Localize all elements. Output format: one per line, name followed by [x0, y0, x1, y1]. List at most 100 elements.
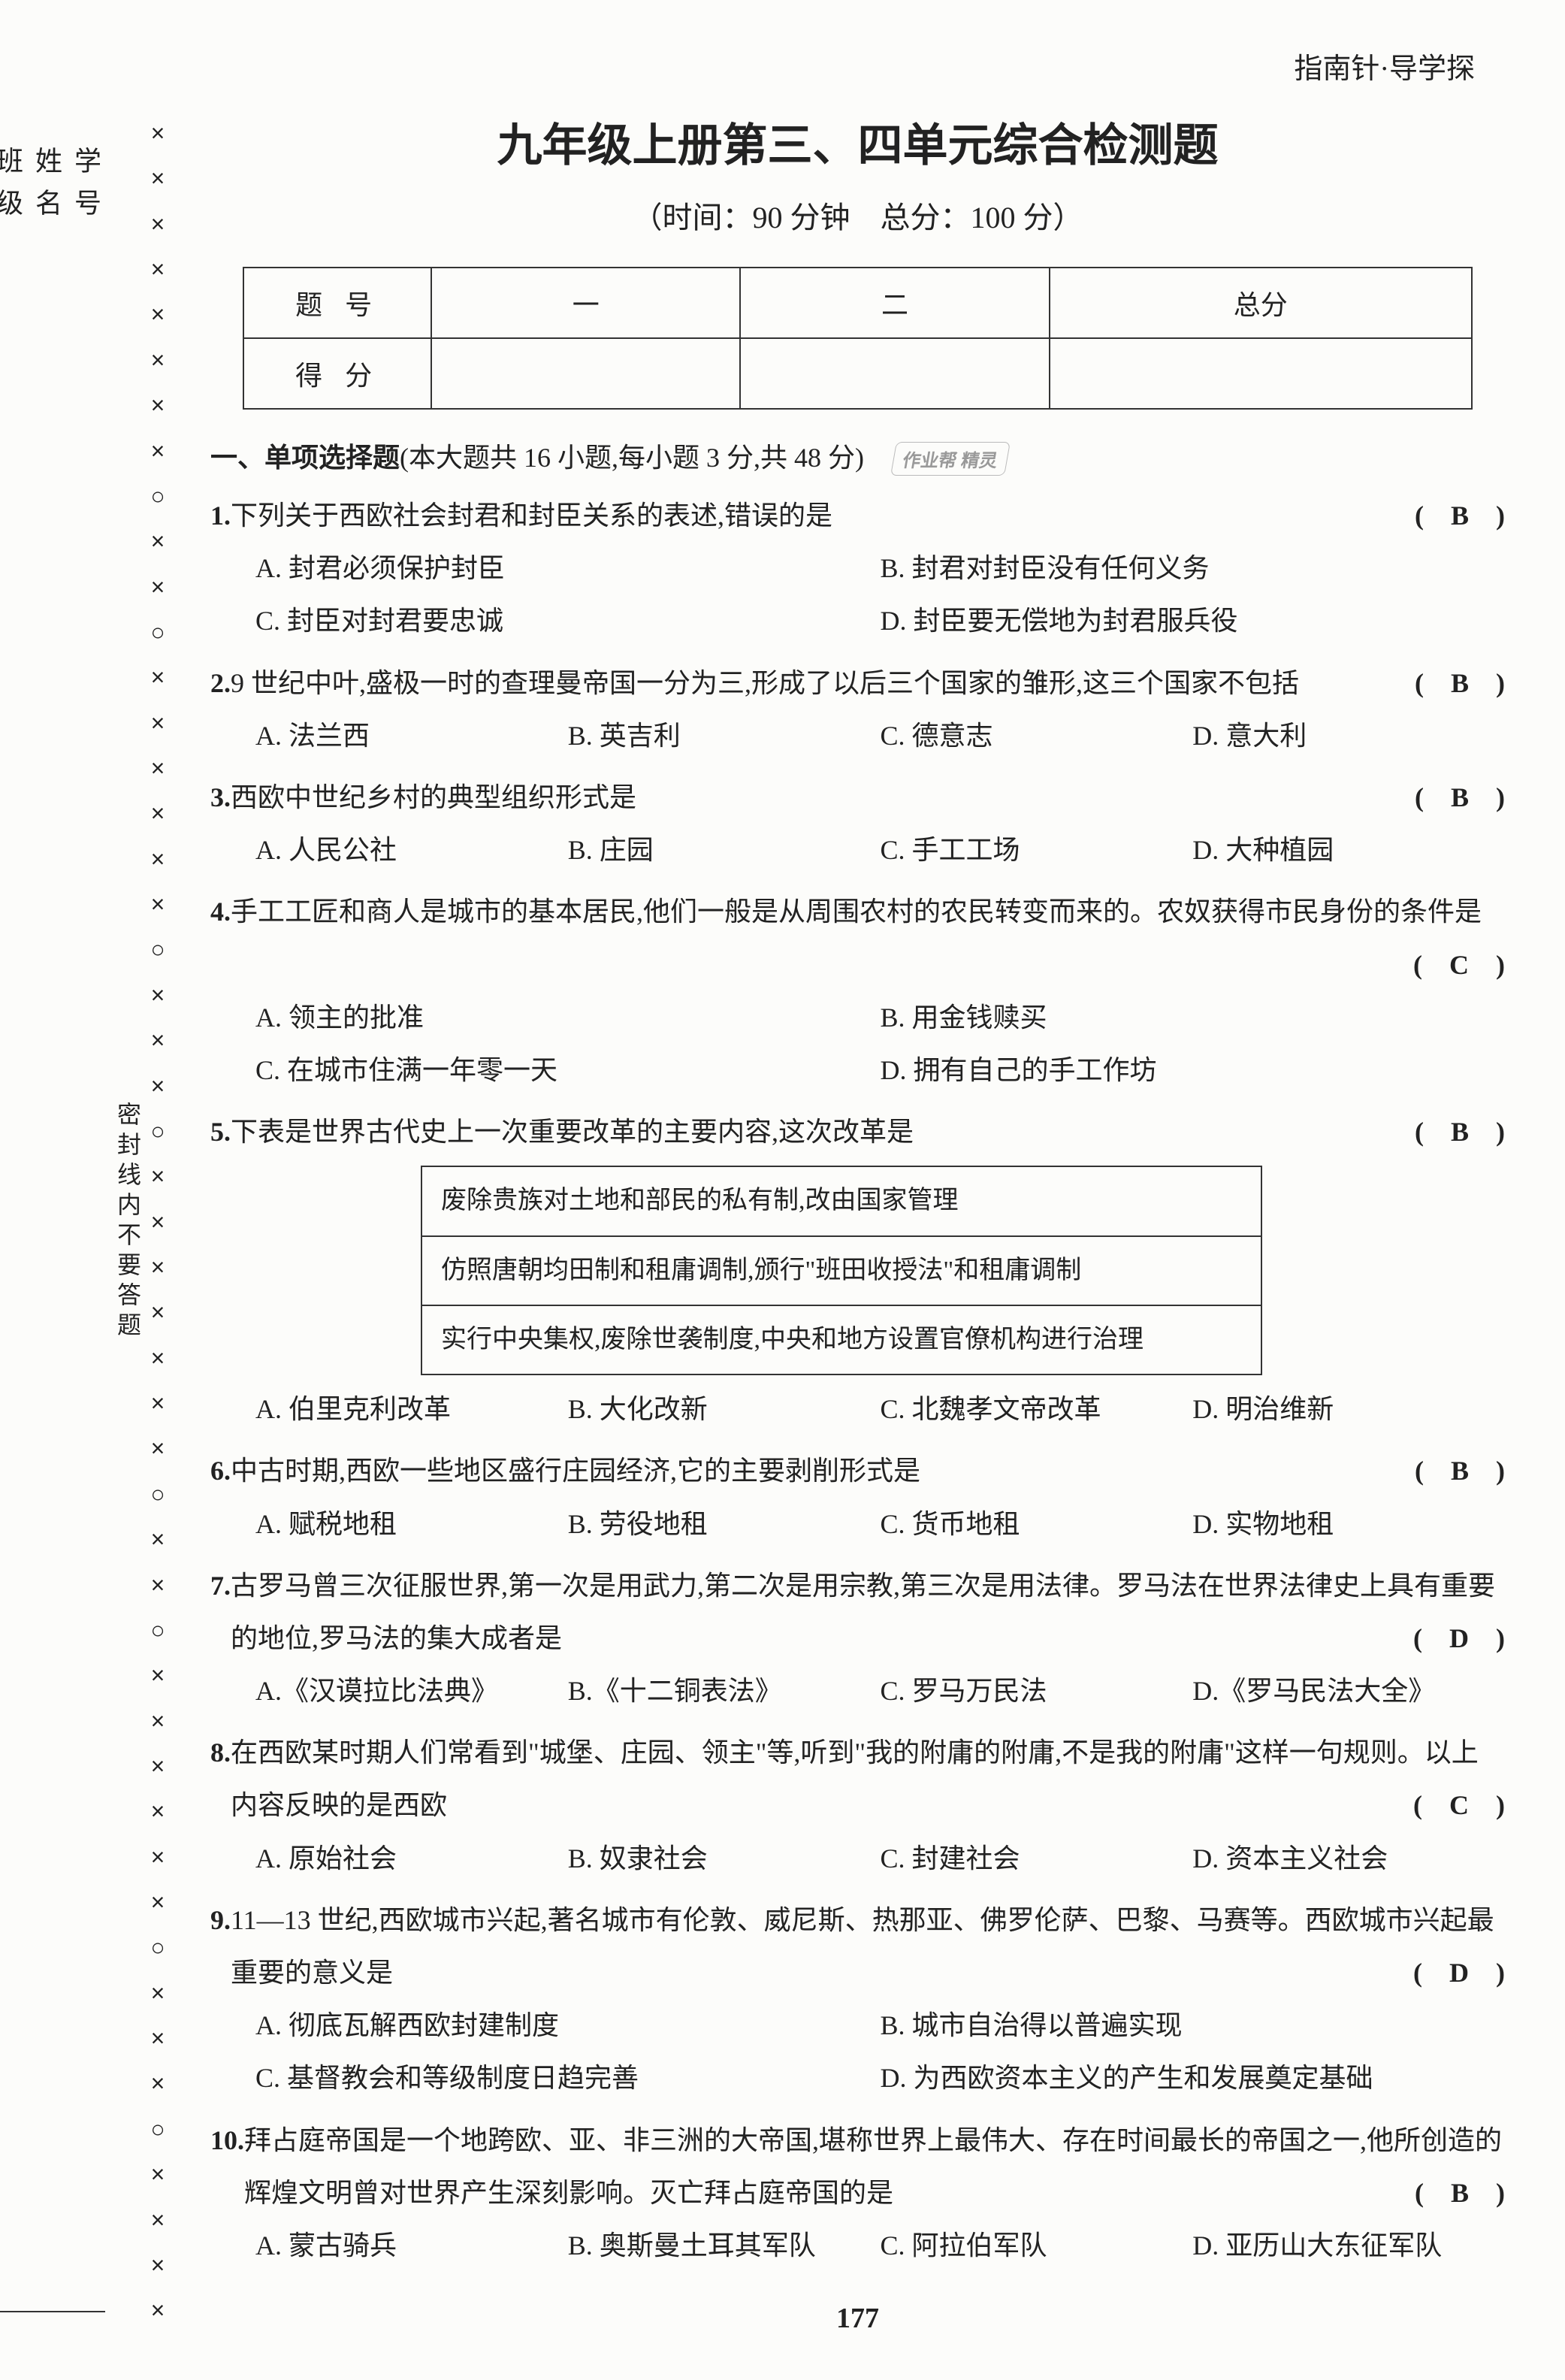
- options-row: A. 蒙古骑兵B. 奥斯曼土耳其军队C. 阿拉伯军队D. 亚历山大东征军队: [210, 2219, 1505, 2272]
- question-text: 西欧中世纪乡村的典型组织形式是( B ): [231, 771, 1505, 824]
- seal-mark: ×: [151, 298, 165, 331]
- question-stem: 3. 西欧中世纪乡村的典型组织形式是( B ): [210, 771, 1505, 824]
- questions-container: 1. 下列关于西欧社会封君和封臣关系的表述,错误的是( B )A. 封君必须保护…: [210, 489, 1505, 2272]
- question-block: 5. 下表是世界古代史上一次重要改革的主要内容,这次改革是( B ) 废除贵族对土…: [210, 1105, 1505, 1435]
- option: B. 奥斯曼土耳其军队: [568, 2219, 881, 2272]
- seal-mark: ×: [151, 1749, 165, 1783]
- question-text: 下表是世界古代史上一次重要改革的主要内容,这次改革是( B ): [231, 1105, 1505, 1158]
- options-row: A. 领主的批准B. 用金钱赎买C. 在城市住满一年零一天D. 拥有自己的手工作…: [210, 991, 1505, 1096]
- question-stem: 1. 下列关于西欧社会封君和封臣关系的表述,错误的是( B ): [210, 489, 1505, 542]
- question-number: 3.: [210, 771, 231, 824]
- table-cell: 实行中央集权,废除世袭制度,中央和地方设置官僚机构进行治理: [421, 1305, 1261, 1374]
- option: A. 原始社会: [255, 1832, 568, 1885]
- seal-mark: ×: [151, 1341, 165, 1375]
- exam-sidebar: 学号 姓名 班级 学校 密封线内不要答题 ××××××××○××○××××××○…: [60, 109, 173, 2335]
- table-row: 废除贵族对土地和部民的私有制,改由国家管理: [421, 1166, 1261, 1235]
- header-cell: 题号: [243, 268, 431, 338]
- table-row: 题号 一 二 总分: [243, 268, 1472, 338]
- question-stem: 6. 中古时期,西欧一些地区盛行庄园经济,它的主要剥削形式是( B ): [210, 1444, 1505, 1497]
- page-number: 177: [210, 2302, 1505, 2335]
- answer-blank: ( B ): [1415, 657, 1505, 709]
- question-number: 6.: [210, 1444, 231, 1497]
- seal-line-note: 密封线内不要答题: [113, 109, 143, 2335]
- option: D. 意大利: [1192, 709, 1505, 762]
- seal-mark: ○: [150, 479, 165, 513]
- question-stem: 4. 手工工匠和商人是城市的基本居民,他们一般是从周围农村的农民转变而来的。农奴…: [210, 885, 1505, 990]
- field-class: 班级: [0, 132, 27, 2312]
- question-stem: 8. 在西欧某时期人们常看到"城堡、庄园、领主"等,听到"我的附庸的附庸,不是我…: [210, 1726, 1505, 1831]
- answer-blank: ( D ): [1413, 1946, 1505, 1999]
- option: C. 北魏孝文帝改革: [881, 1383, 1193, 1435]
- options-row: A. 彻底瓦解西欧封建制度B. 城市自治得以普遍实现C. 基督教会和等级制度日趋…: [210, 1999, 1505, 2104]
- question-number: 5.: [210, 1105, 231, 1158]
- option: A. 彻底瓦解西欧封建制度: [255, 1999, 881, 2052]
- question-block: 7. 古罗马曾三次征服世界,第一次是用武力,第二次是用宗教,第三次是用法律。罗马…: [210, 1559, 1505, 1718]
- option: B. 奴隶社会: [568, 1832, 881, 1885]
- answer-blank: ( D ): [1413, 1612, 1505, 1665]
- answer-blank: ( B ): [1415, 1105, 1505, 1158]
- answer-blank: ( B ): [1415, 1444, 1505, 1497]
- seal-mark: ×: [151, 1568, 165, 1602]
- seal-mark: ×: [151, 1659, 165, 1692]
- seal-mark: ×: [151, 434, 165, 468]
- question-stem: 2. 9 世纪中叶,盛极一时的查理曼帝国一分为三,形成了以后三个国家的雏形,这三…: [210, 657, 1505, 709]
- options-row: A. 赋税地租B. 劳役地租C. 货币地租D. 实物地租: [210, 1498, 1505, 1550]
- seal-mark: ×: [151, 797, 165, 830]
- seal-mark: ×: [151, 978, 165, 1012]
- option: A.《汉谟拉比法典》: [255, 1665, 568, 1717]
- option: D. 大种植园: [1192, 824, 1505, 876]
- question-text: 在西欧某时期人们常看到"城堡、庄园、领主"等,听到"我的附庸的附庸,不是我的附庸…: [231, 1726, 1505, 1831]
- question-block: 2. 9 世纪中叶,盛极一时的查理曼帝国一分为三,形成了以后三个国家的雏形,这三…: [210, 657, 1505, 762]
- seal-mark: ×: [151, 525, 165, 558]
- question-block: 6. 中古时期,西欧一些地区盛行庄园经济,它的主要剥削形式是( B )A. 赋税…: [210, 1444, 1505, 1550]
- exam-title: 九年级上册第三、四单元综合检测题: [210, 109, 1505, 174]
- option: A. 伯里克利改革: [255, 1383, 568, 1435]
- question-text: 古罗马曾三次征服世界,第一次是用武力,第二次是用宗教,第三次是用法律。罗马法在世…: [231, 1559, 1505, 1665]
- seal-mark: ×: [151, 1976, 165, 2010]
- section-header: 一、单项选择题(本大题共 16 小题,每小题 3 分,共 48 分) 作业帮 精…: [210, 436, 1505, 476]
- answer-blank: ( C ): [1413, 1779, 1505, 1831]
- score-cell: [1050, 338, 1472, 409]
- option: D.《罗马民法大全》: [1192, 1665, 1505, 1717]
- question-text: 下列关于西欧社会封君和封臣关系的表述,错误的是( B ): [231, 489, 1505, 542]
- option: D. 明治维新: [1192, 1383, 1505, 1435]
- option: A. 封君必须保护封臣: [255, 542, 881, 594]
- question-number: 9.: [210, 1894, 231, 1946]
- question-block: 4. 手工工匠和商人是城市的基本居民,他们一般是从周围农村的农民转变而来的。农奴…: [210, 885, 1505, 1096]
- table-cell: 仿照唐朝均田制和租庸调制,颁行"班田收授法"和租庸调制: [421, 1236, 1261, 1305]
- question-stem: 9. 11—13 世纪,西欧城市兴起,著名城市有伦敦、威尼斯、热那亚、佛罗伦萨、…: [210, 1894, 1505, 1999]
- option: A. 蒙古骑兵: [255, 2219, 568, 2272]
- seal-mark: ×: [151, 1387, 165, 1420]
- option: C. 德意志: [881, 709, 1193, 762]
- seal-mark: ○: [150, 1114, 165, 1148]
- seal-mark: ×: [151, 162, 165, 195]
- question-number: 1.: [210, 489, 231, 542]
- seal-mark: ○: [150, 1931, 165, 1964]
- seal-mark: ×: [151, 2158, 165, 2191]
- option: B. 大化改新: [568, 1383, 881, 1435]
- section-note: (本大题共 16 小题,每小题 3 分,共 48 分): [400, 443, 864, 473]
- question-stem: 7. 古罗马曾三次征服世界,第一次是用武力,第二次是用宗教,第三次是用法律。罗马…: [210, 1559, 1505, 1665]
- seal-mark: ○: [150, 615, 165, 649]
- exam-subtitle: （时间：90 分钟 总分：100 分）: [210, 193, 1505, 237]
- option: B.《十二铜表法》: [568, 1665, 881, 1717]
- seal-mark: ×: [151, 888, 165, 921]
- question-block: 9. 11—13 世纪,西欧城市兴起,著名城市有伦敦、威尼斯、热那亚、佛罗伦萨、…: [210, 1894, 1505, 2105]
- seal-mark: ×: [151, 2022, 165, 2055]
- question-text: 9 世纪中叶,盛极一时的查理曼帝国一分为三,形成了以后三个国家的雏形,这三个国家…: [231, 657, 1505, 709]
- question-stem: 5. 下表是世界古代史上一次重要改革的主要内容,这次改革是( B ): [210, 1105, 1505, 1158]
- header-cell: 总分: [1050, 268, 1472, 338]
- question-stem: 10. 拜占庭帝国是一个地跨欧、亚、非三洲的大帝国,堪称世界上最伟大、存在时间最…: [210, 2114, 1505, 2219]
- reform-content-table: 废除贵族对土地和部民的私有制,改由国家管理仿照唐朝均田制和租庸调制,颁行"班田收…: [421, 1166, 1262, 1375]
- table-row: 得分: [243, 338, 1472, 409]
- seal-mark: ×: [151, 1432, 165, 1465]
- answer-blank: ( B ): [1415, 489, 1505, 542]
- option: C. 在城市住满一年零一天: [255, 1044, 881, 1096]
- answer-blank: ( B ): [1415, 771, 1505, 824]
- question-number: 8.: [210, 1726, 231, 1779]
- section-title: 一、单项选择题: [210, 443, 400, 473]
- seal-mark: ×: [151, 2294, 165, 2327]
- field-student-id: 学号: [66, 132, 105, 2312]
- option: A. 领主的批准: [255, 991, 881, 1044]
- seal-mark: ×: [151, 207, 165, 241]
